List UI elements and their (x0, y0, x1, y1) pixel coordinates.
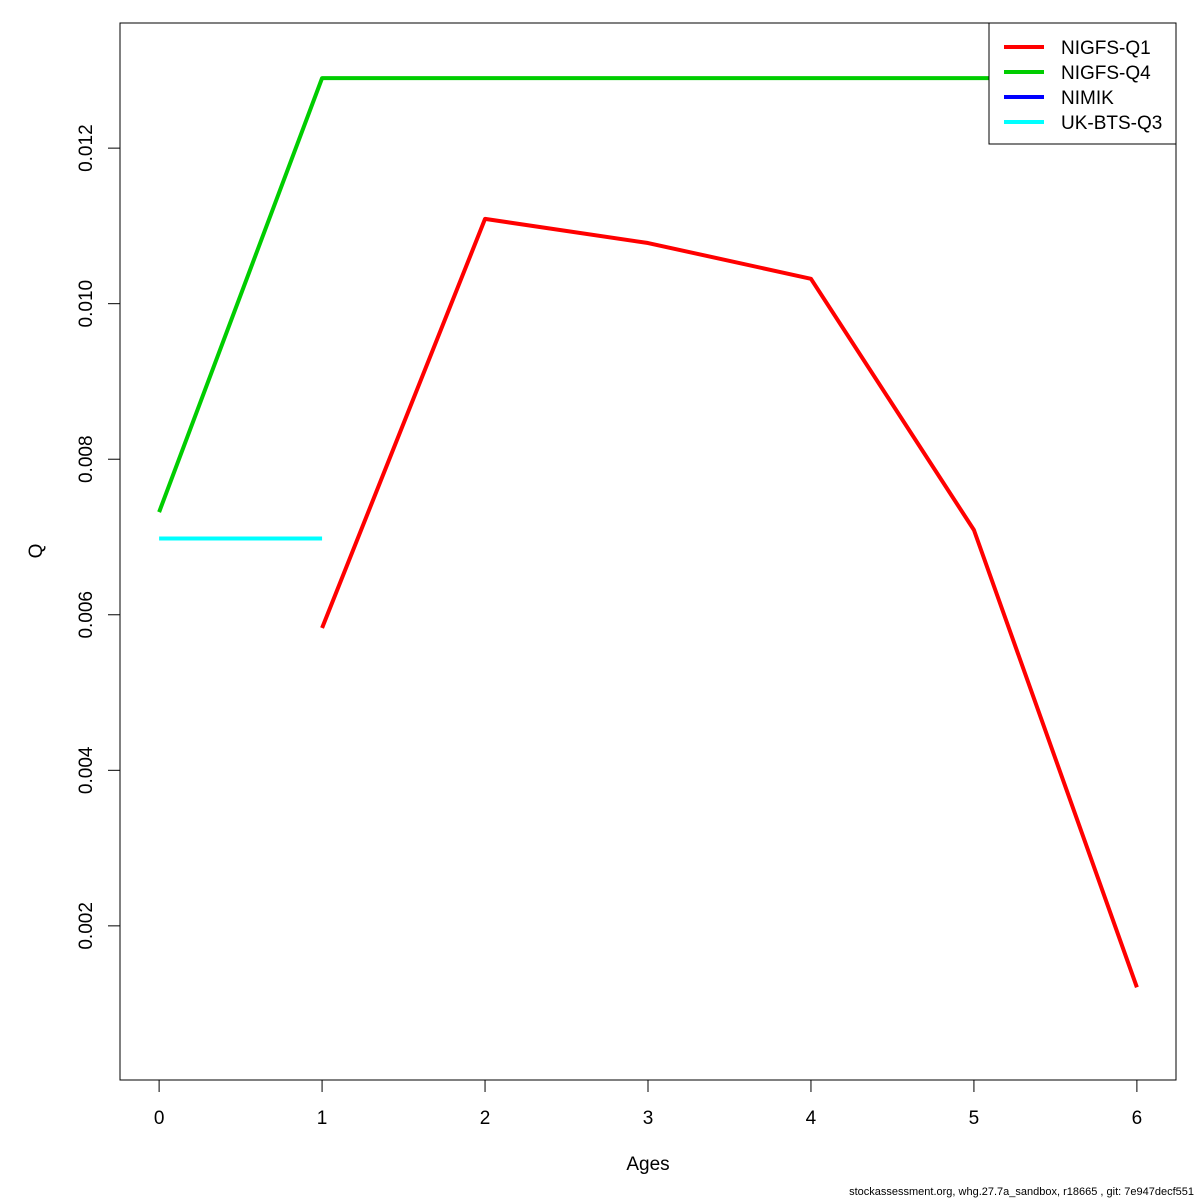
legend-label: UK-BTS-Q3 (1061, 113, 1162, 134)
legend: NIGFS-Q1 NIGFS-Q4 NIMIK UK-BTS-Q3 (988, 22, 1177, 145)
y-tick-label: 0.008 (76, 435, 97, 483)
y-tick-label: 0.004 (76, 746, 97, 794)
y-tick-label: 0.006 (76, 591, 97, 639)
series-line-nigfs-q1 (320, 216, 1139, 988)
series-lines (157, 76, 1139, 988)
y-tick-label: 0.002 (76, 902, 97, 950)
x-tick-label: 6 (1132, 1108, 1143, 1129)
x-tick-label: 1 (317, 1108, 328, 1129)
x-tick-label: 2 (480, 1108, 491, 1129)
x-tick-label: 3 (643, 1108, 654, 1129)
x-axis: 0 1 2 3 4 5 6 (154, 1079, 1143, 1129)
x-tick-label: 4 (806, 1108, 817, 1129)
footer-text: stockassessment.org, whg.27.7a_sandbox, … (849, 1186, 1194, 1198)
y-tick-label: 0.010 (76, 280, 97, 328)
legend-label: NIGFS-Q4 (1061, 63, 1151, 84)
y-axis: 0.002 0.004 0.006 0.008 0.010 0.012 (76, 124, 121, 950)
x-axis-title: Ages (626, 1154, 669, 1175)
y-axis-title: Q (26, 544, 47, 559)
x-tick-label: 0 (154, 1108, 165, 1129)
series-line-nigfs-q4 (157, 76, 1137, 513)
x-tick-label: 5 (969, 1108, 980, 1129)
legend-label: NIGFS-Q1 (1061, 38, 1151, 59)
legend-label: NIMIK (1061, 88, 1114, 109)
y-tick-label: 0.012 (76, 124, 97, 172)
